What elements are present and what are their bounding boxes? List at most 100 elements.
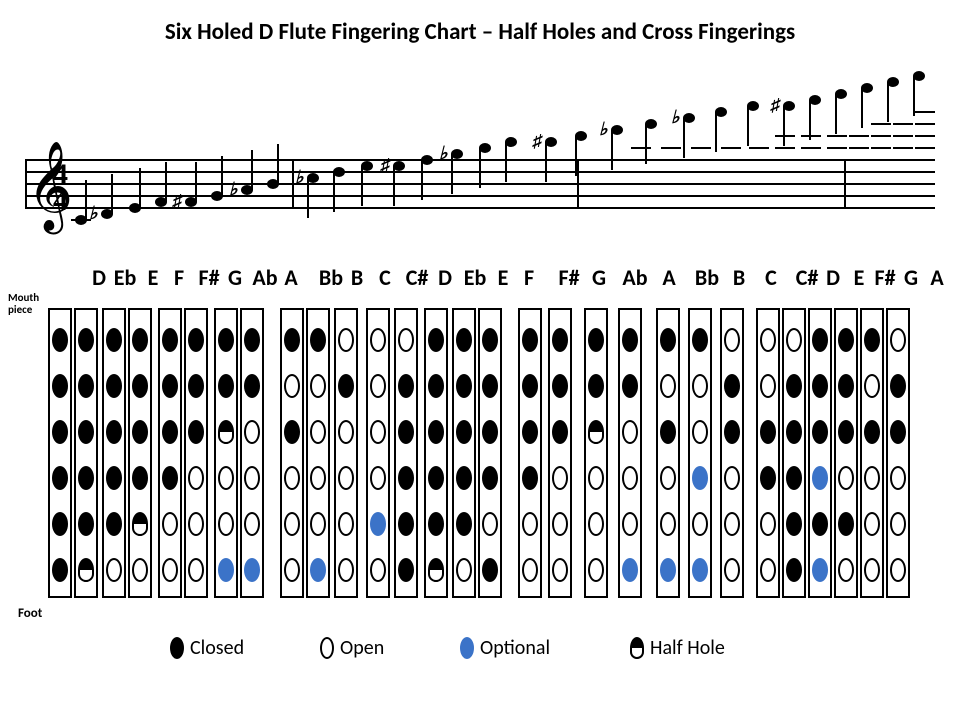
legend: ClosedOpenOptionalHalf Hole bbox=[170, 636, 870, 666]
hole-closed bbox=[622, 374, 638, 398]
legend-label: Closed bbox=[190, 636, 244, 660]
flute-column bbox=[306, 308, 330, 598]
closed-icon bbox=[170, 637, 184, 659]
hole-open bbox=[370, 558, 386, 582]
mouthpiece-label: Mouthpiece bbox=[8, 292, 39, 316]
flute-column bbox=[158, 308, 182, 598]
hole-closed bbox=[456, 512, 472, 536]
svg-text:♯: ♯ bbox=[172, 191, 183, 211]
hole-open bbox=[552, 512, 568, 536]
hole-open bbox=[106, 558, 122, 582]
hole-open bbox=[838, 558, 854, 582]
hole-open bbox=[660, 512, 676, 536]
hole-open bbox=[456, 558, 472, 582]
hole-open bbox=[188, 466, 204, 490]
flute-column bbox=[424, 308, 448, 598]
note-name-label: A bbox=[274, 264, 308, 291]
hole-closed bbox=[52, 328, 68, 352]
hole-open bbox=[588, 466, 604, 490]
note-name-label: D bbox=[428, 264, 462, 291]
hole-closed bbox=[482, 328, 498, 352]
hole-open bbox=[284, 558, 300, 582]
hole-closed bbox=[106, 512, 122, 536]
hole-open bbox=[188, 558, 204, 582]
hole-open bbox=[890, 558, 906, 582]
hole-open bbox=[838, 466, 854, 490]
hole-closed bbox=[398, 420, 414, 444]
note-name-label: G bbox=[582, 264, 616, 291]
hole-optional bbox=[812, 466, 828, 490]
hole-open bbox=[398, 328, 414, 352]
hole-open bbox=[370, 374, 386, 398]
hole-optional bbox=[660, 558, 676, 582]
hole-closed bbox=[786, 420, 802, 444]
hole-closed bbox=[760, 466, 776, 490]
hole-closed bbox=[284, 420, 300, 444]
hole-closed bbox=[786, 466, 802, 490]
hole-closed bbox=[522, 328, 538, 352]
svg-text:♯: ♯ bbox=[770, 95, 781, 115]
hole-open bbox=[692, 374, 708, 398]
hole-half bbox=[78, 558, 94, 582]
hole-closed bbox=[398, 466, 414, 490]
hole-open bbox=[370, 420, 386, 444]
hole-half bbox=[428, 558, 444, 582]
hole-open bbox=[284, 374, 300, 398]
flute-column bbox=[334, 308, 358, 598]
hole-open bbox=[218, 512, 234, 536]
hole-closed bbox=[162, 328, 178, 352]
hole-open bbox=[760, 512, 776, 536]
hole-closed bbox=[786, 374, 802, 398]
legend-item-open: Open bbox=[320, 636, 384, 660]
hole-open bbox=[622, 512, 638, 536]
flute-column bbox=[240, 308, 264, 598]
hole-open bbox=[724, 558, 740, 582]
hole-closed bbox=[890, 420, 906, 444]
hole-open bbox=[482, 512, 498, 536]
flute-column bbox=[128, 308, 152, 598]
flute-column bbox=[688, 308, 712, 598]
hole-open bbox=[522, 558, 538, 582]
hole-open bbox=[244, 466, 260, 490]
flute-column bbox=[584, 308, 608, 598]
hole-closed bbox=[786, 558, 802, 582]
hole-closed bbox=[660, 420, 676, 444]
hole-closed bbox=[812, 374, 828, 398]
note-name-label: Bb bbox=[690, 264, 724, 291]
hole-open bbox=[338, 512, 354, 536]
hole-closed bbox=[132, 466, 148, 490]
hole-closed bbox=[106, 374, 122, 398]
hole-open bbox=[622, 466, 638, 490]
hole-open bbox=[284, 512, 300, 536]
legend-item-half: Half Hole bbox=[630, 636, 725, 660]
hole-closed bbox=[522, 374, 538, 398]
hole-open bbox=[890, 328, 906, 352]
note-label-row: DEbEFF#GAbABbBCC#DEbEFF#GAbABbBCC#DEF#GA bbox=[40, 264, 940, 292]
flute-column bbox=[886, 308, 910, 598]
hole-closed bbox=[660, 328, 676, 352]
flute-column bbox=[394, 308, 418, 598]
hole-closed bbox=[132, 328, 148, 352]
hole-closed bbox=[188, 420, 204, 444]
hole-closed bbox=[78, 374, 94, 398]
foot-label: Foot bbox=[18, 606, 42, 621]
hole-closed bbox=[428, 420, 444, 444]
hole-closed bbox=[692, 328, 708, 352]
hole-open bbox=[338, 558, 354, 582]
fingering-chart bbox=[48, 308, 948, 598]
hole-closed bbox=[522, 420, 538, 444]
hole-open bbox=[132, 558, 148, 582]
note-name-label: F bbox=[512, 264, 546, 291]
hole-open bbox=[588, 512, 604, 536]
hole-closed bbox=[52, 466, 68, 490]
hole-optional bbox=[622, 558, 638, 582]
flute-column bbox=[280, 308, 304, 598]
hole-open bbox=[864, 558, 880, 582]
note-name-label: Ab bbox=[618, 264, 652, 291]
legend-item-closed: Closed bbox=[170, 636, 244, 660]
hole-open bbox=[370, 328, 386, 352]
hole-closed bbox=[482, 374, 498, 398]
hole-open bbox=[338, 420, 354, 444]
hole-closed bbox=[218, 374, 234, 398]
note-name-label: A bbox=[920, 264, 954, 291]
